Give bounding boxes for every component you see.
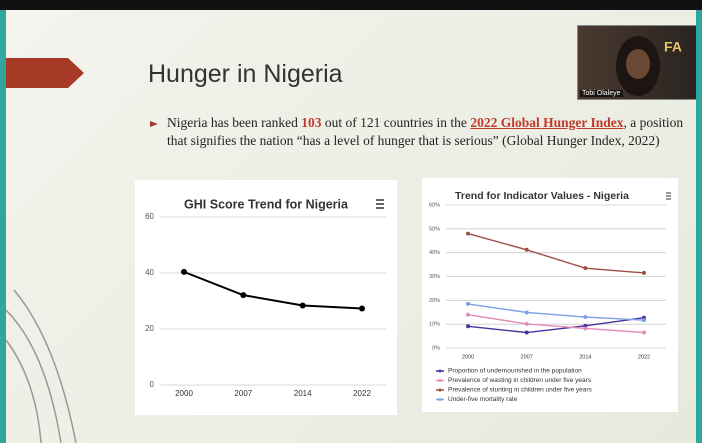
data-point: [300, 302, 306, 308]
data-point: [525, 248, 529, 252]
data-point: [642, 271, 646, 275]
y-tick-label: 0: [150, 380, 155, 389]
data-point: [525, 331, 529, 335]
data-point: [583, 326, 587, 330]
legend-label: Prevalence of stunting in children under…: [448, 387, 593, 394]
data-point: [642, 331, 646, 335]
y-tick-label: 20%: [429, 298, 440, 304]
y-tick-label: 10%: [429, 322, 440, 328]
legend-label: Prevalence of wasting in children under …: [448, 377, 592, 384]
x-tick-label: 2014: [579, 354, 591, 360]
data-point: [181, 269, 187, 275]
data-point: [359, 306, 365, 312]
y-tick-label: 40%: [429, 250, 440, 256]
legend-label: Proportion of undernourished in the popu…: [448, 368, 582, 375]
y-tick-label: 50%: [429, 226, 440, 232]
data-point: [466, 313, 470, 317]
chart-panel: [135, 180, 397, 415]
y-tick-label: 0%: [432, 345, 440, 351]
data-point: [583, 315, 587, 319]
y-tick-label: 60: [145, 212, 154, 221]
data-point: [240, 292, 246, 298]
x-tick-label: 2022: [353, 389, 371, 398]
legend-label: Under-five mortality rate: [448, 396, 518, 403]
data-point: [525, 322, 529, 326]
screen: Hunger in Nigeria Nigeria has been ranke…: [0, 0, 702, 443]
charts: GHI Score Trend for Nigeria 0 20 40 60 2000 20…: [6, 10, 696, 443]
legend-swatch: [439, 398, 442, 401]
chart-title: GHI Score Trend for Nigeria: [184, 197, 349, 211]
data-point: [525, 310, 529, 314]
x-tick-label: 2000: [175, 389, 193, 398]
y-tick-label: 30%: [429, 274, 440, 280]
slide: Hunger in Nigeria Nigeria has been ranke…: [6, 10, 696, 443]
chart-title: Trend for Indicator Values - Nigeria: [455, 190, 629, 202]
data-point: [466, 324, 470, 328]
x-tick-label: 2007: [234, 389, 252, 398]
legend-swatch: [439, 379, 442, 382]
legend-swatch: [439, 370, 442, 373]
x-tick-label: 2014: [294, 389, 312, 398]
legend-swatch: [439, 389, 442, 392]
y-tick-label: 20: [145, 324, 154, 333]
data-point: [583, 266, 587, 270]
top-bar: [0, 0, 702, 10]
data-point: [642, 318, 646, 322]
x-tick-label: 2000: [462, 354, 474, 360]
data-point: [466, 232, 470, 236]
x-tick-label: 2007: [521, 354, 533, 360]
x-tick-label: 2022: [638, 354, 650, 360]
y-tick-label: 40: [145, 268, 154, 277]
y-tick-label: 60%: [429, 202, 440, 208]
data-point: [466, 302, 470, 306]
